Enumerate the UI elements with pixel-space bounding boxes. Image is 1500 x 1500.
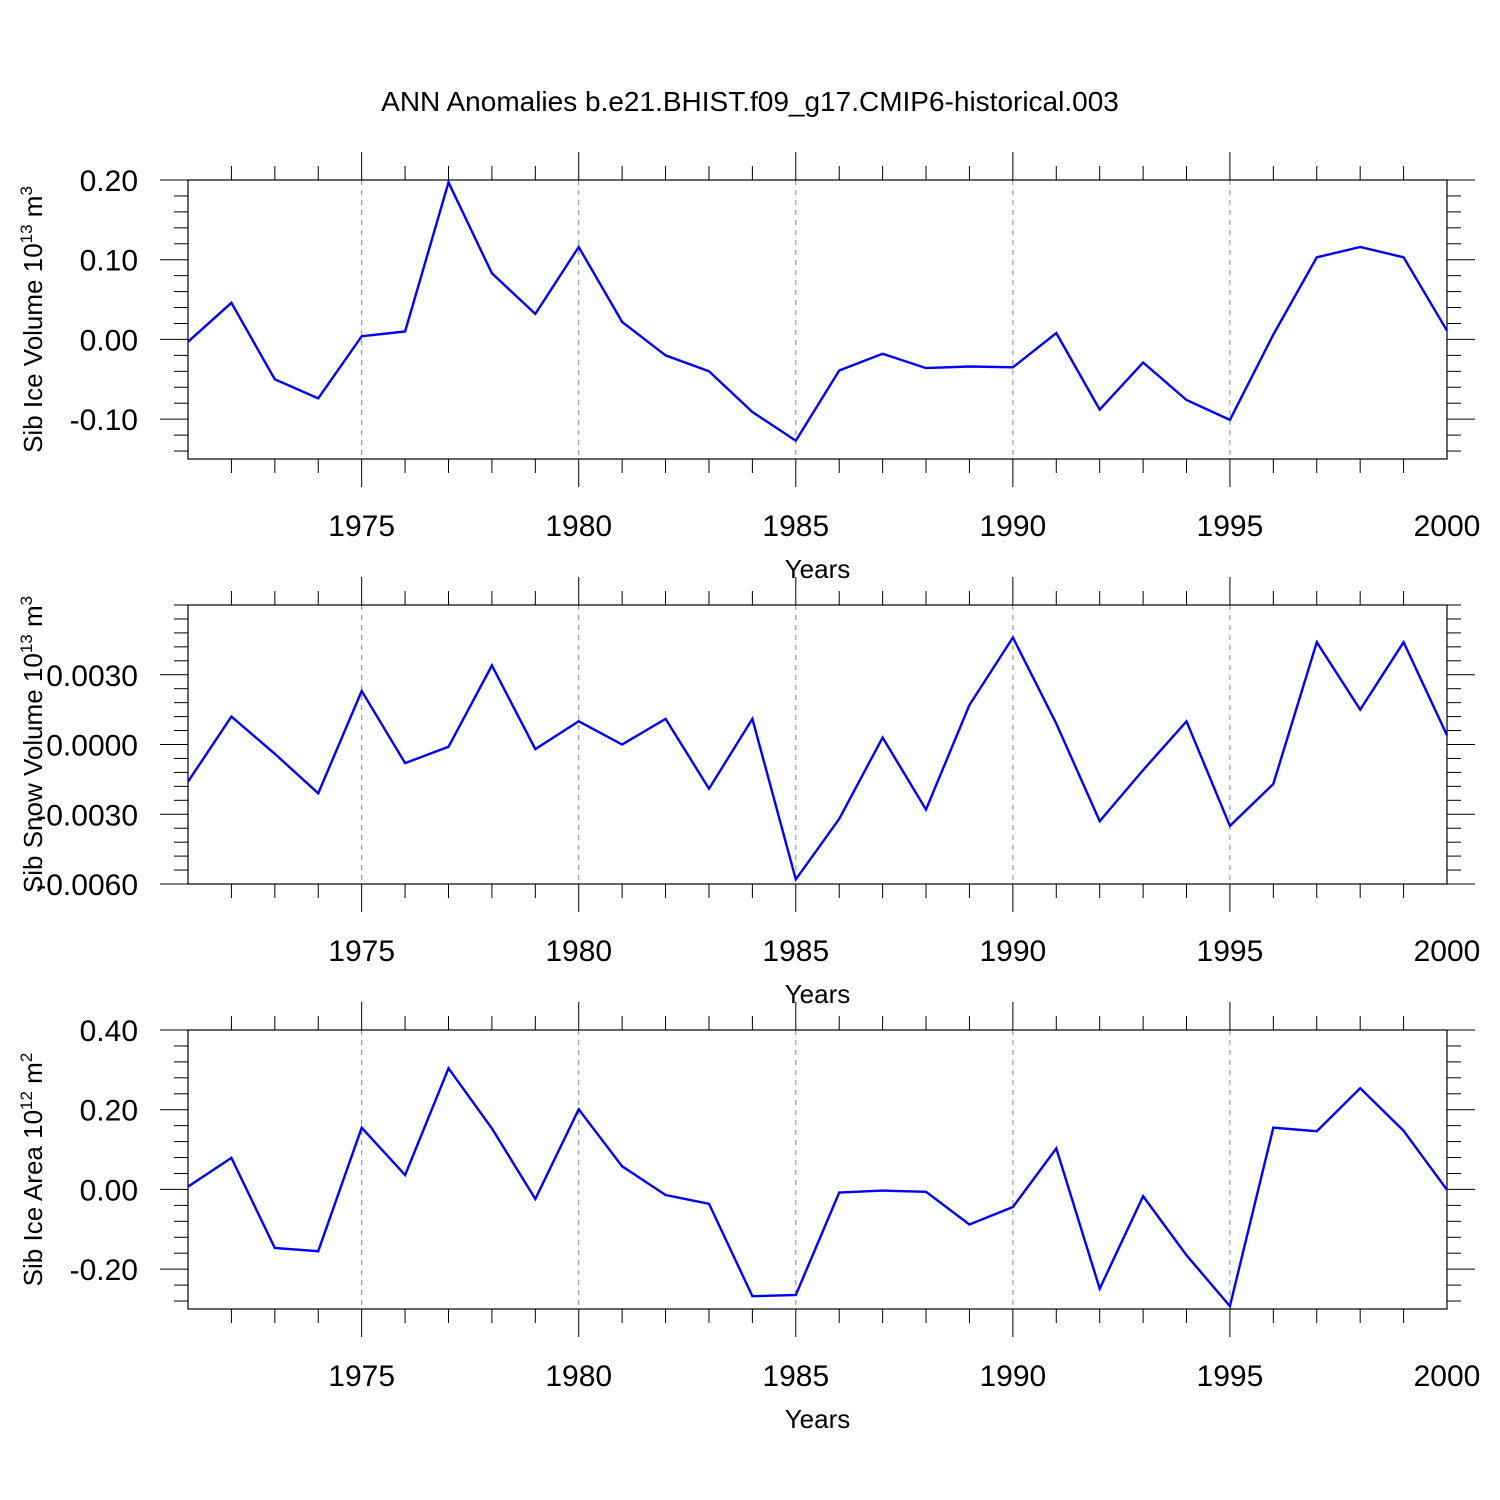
plot-frame [187, 604, 1448, 885]
y-tick-label: 0.40 [80, 1015, 138, 1048]
y-tick-label: 0.00 [80, 1174, 138, 1207]
y-axis-label: Sib Snow Volume 1013 m3 [17, 596, 48, 893]
x-tick-label: 1985 [762, 935, 829, 968]
x-tick-label: 1975 [328, 935, 395, 968]
y-tick-label: -0.20 [70, 1254, 138, 1287]
chart-panel-2: 0.0030 0.0000 -0.0030 -0.0060 1975 1980 1985 19… [17, 577, 1480, 1009]
chart-panel-3: 0.40 0.20 0.00 -0.20 1975 1980 1985 1990 1995 200… [17, 1002, 1480, 1434]
y-axis-label: Sib Ice Area 1012 m2 [17, 1053, 48, 1287]
y-axis-label-part: Sib Ice Volume 10 [18, 243, 48, 453]
x-tick-label: 1980 [545, 935, 612, 968]
x-tick-label: 1990 [979, 1360, 1046, 1393]
y-tick-label: 0.00 [80, 324, 138, 357]
x-tick-label: 1985 [762, 1360, 829, 1393]
y-tick-label: -0.0060 [36, 869, 138, 902]
x-axis-label: Years [785, 979, 851, 1009]
x-tick-label: 2000 [1414, 1360, 1481, 1393]
y-axis-label-part: 2 [17, 1053, 36, 1062]
y-axis-label-part: 12 [17, 1091, 36, 1110]
y-axis-label-part: m [18, 605, 48, 634]
y-axis-label: Sib Ice Volume 1013 m3 [17, 186, 48, 453]
series-line [187, 179, 1449, 443]
y-tick-label: -0.0030 [36, 799, 138, 832]
y-tick-label: 0.10 [80, 245, 138, 278]
x-tick-label: 1995 [1197, 510, 1264, 543]
y-axis-label-part: 3 [17, 596, 36, 605]
x-tick-label: 1985 [762, 510, 829, 543]
x-tick-label: 2000 [1414, 935, 1481, 968]
series-line [187, 635, 1449, 883]
y-tick-label: 0.0030 [46, 660, 138, 693]
x-tick-label: 1990 [979, 510, 1046, 543]
plot-frame [187, 1029, 1448, 1310]
x-tick-label: 1995 [1197, 1360, 1264, 1393]
y-tick-label: 0.20 [80, 1095, 138, 1128]
x-tick-label: 1975 [328, 510, 395, 543]
x-axis-label: Years [785, 554, 851, 584]
y-tick-label: 0.20 [80, 165, 138, 198]
x-tick-label: 2000 [1414, 510, 1481, 543]
y-axis-label-part: m [18, 1062, 48, 1091]
x-tick-label: 1990 [979, 935, 1046, 968]
figure-title: ANN Anomalies b.e21.BHIST.f09_g17.CMIP6-… [381, 86, 1119, 117]
chart-panel-1: 0.20 0.10 0.00 -0.10 1975 1980 1985 1990 1995 200… [17, 152, 1480, 584]
x-tick-label: 1975 [328, 1360, 395, 1393]
series-line [187, 1065, 1448, 1309]
x-axis-label: Years [785, 1404, 851, 1434]
x-tick-label: 1980 [545, 1360, 612, 1393]
y-axis-label-part: 13 [17, 224, 36, 243]
y-axis-label-part: 13 [17, 634, 36, 653]
plot-frame [187, 179, 1448, 460]
x-tick-label: 1995 [1197, 935, 1264, 968]
x-tick-label: 1980 [545, 510, 612, 543]
y-tick-label: 0.0000 [46, 730, 138, 763]
y-axis-label-part: 3 [17, 186, 36, 195]
y-axis-label-part: Sib Snow Volume 10 [18, 653, 48, 893]
y-axis-label-part: m [18, 196, 48, 225]
y-axis-label-part: Sib Ice Area 10 [18, 1110, 48, 1286]
y-tick-label: -0.10 [70, 404, 138, 437]
